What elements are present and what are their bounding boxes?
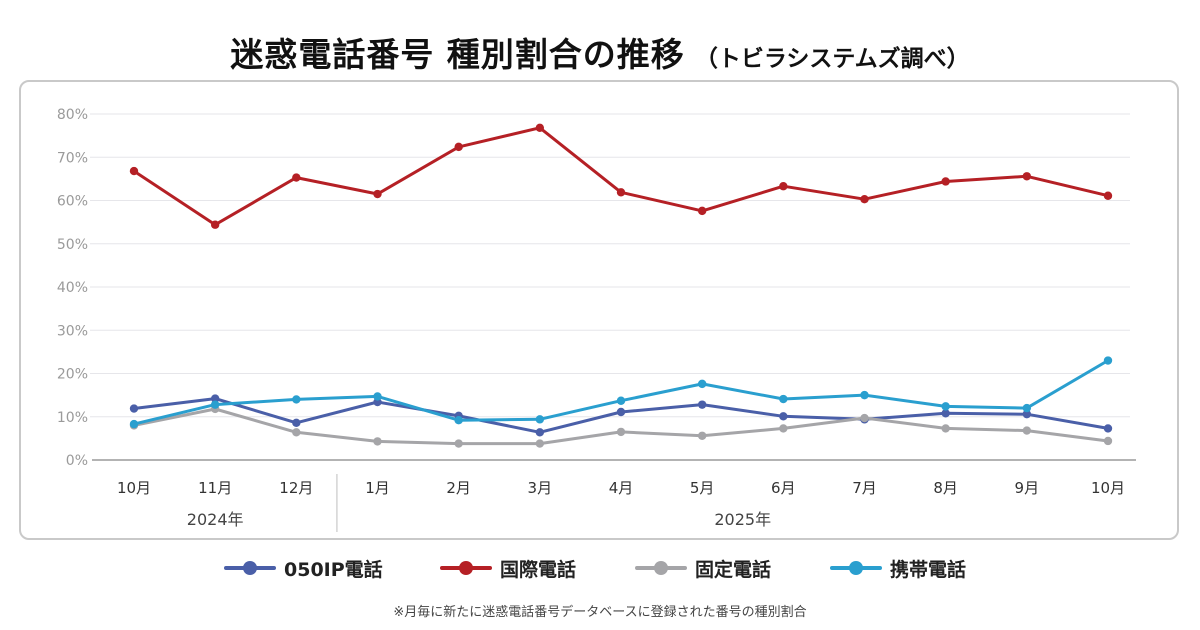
data-point-050ip-7 [697, 400, 707, 409]
data-point-mobile-8 [779, 394, 788, 404]
legend-swatch-mobile [830, 553, 882, 583]
legend-item-international: 国際電話 [440, 553, 576, 583]
data-point-landline-9 [860, 413, 869, 423]
chart-frame [19, 80, 1179, 540]
y-tick-label-20: 20% [57, 367, 88, 383]
legend-label-international: 国際電話 [500, 558, 577, 581]
data-point-050ip-0 [129, 404, 139, 413]
data-point-international-1 [210, 220, 220, 229]
footnote: ※月毎に新たに迷惑電話番号データベースに登録された番号の種別割合 [393, 605, 807, 620]
data-point-050ip-8 [779, 412, 788, 421]
legend-swatch-050ip [224, 553, 276, 583]
data-point-landline-8 [779, 424, 788, 433]
data-point-mobile-5 [535, 415, 545, 424]
data-point-landline-12 [1103, 436, 1113, 446]
data-point-international-12 [1103, 191, 1113, 200]
x-tick-label-4: 2月 [446, 479, 471, 497]
data-point-landline-4 [454, 439, 463, 448]
x-tick-label-11: 9月 [1015, 479, 1040, 497]
x-tick-label-6: 4月 [609, 479, 634, 497]
data-point-international-2 [292, 173, 301, 182]
y-tick-label-60: 60% [57, 194, 88, 210]
data-point-mobile-11 [1022, 403, 1032, 413]
data-point-050ip-5 [535, 428, 545, 437]
y-tick-label-50: 50% [57, 237, 88, 253]
y-tick-label-30: 30% [57, 323, 88, 339]
year-label-0: 2024年 [187, 510, 244, 529]
data-point-mobile-0 [129, 419, 139, 429]
data-point-050ip-12 [1103, 424, 1113, 433]
legend-swatch-landline [635, 553, 687, 583]
data-point-mobile-6 [616, 396, 626, 405]
chart-title-source: （トビラシステムズ調べ） [694, 46, 970, 72]
data-point-international-9 [860, 195, 869, 204]
y-tick-label-80: 80% [57, 107, 88, 123]
y-tick-label-70: 70% [57, 150, 88, 166]
data-point-landline-6 [616, 427, 626, 437]
legend: 050IP電話 国際電話 固定電話 携帯電話 [0, 553, 1200, 583]
data-point-international-6 [616, 188, 626, 197]
x-tick-label-5: 3月 [528, 479, 553, 497]
data-point-mobile-3 [373, 392, 382, 401]
y-tick-label-40: 40% [57, 280, 88, 296]
legend-item-landline: 固定電話 [635, 553, 771, 583]
data-point-050ip-10 [941, 409, 950, 418]
chart-title: 迷惑電話番号 種別割合の推移 （トビラシステムズ調べ） [0, 28, 1200, 76]
year-label-1: 2025年 [714, 510, 771, 529]
data-point-landline-3 [373, 437, 382, 446]
data-point-mobile-7 [697, 379, 707, 389]
data-point-international-8 [779, 182, 788, 191]
legend-label-mobile: 携帯電話 [890, 558, 967, 581]
x-tick-label-9: 7月 [852, 479, 877, 497]
data-point-landline-7 [697, 431, 707, 440]
data-point-mobile-10 [941, 402, 950, 411]
data-point-landline-11 [1022, 426, 1032, 435]
data-point-050ip-1 [210, 394, 220, 403]
data-point-international-10 [941, 177, 950, 186]
x-tick-label-0: 10月 [117, 479, 151, 497]
data-point-international-5 [535, 123, 545, 133]
x-tick-label-7: 5月 [690, 479, 715, 497]
data-point-mobile-12 [1103, 356, 1113, 365]
legend-item-mobile: 携帯電話 [830, 553, 966, 583]
legend-swatch-international [440, 553, 492, 583]
series-line-international [132, 126, 1110, 227]
data-point-international-11 [1022, 172, 1032, 181]
x-tick-label-12: 10月 [1091, 479, 1125, 497]
data-point-landline-10 [941, 424, 950, 433]
x-tick-label-8: 6月 [771, 479, 796, 497]
y-tick-label-0: 0% [66, 453, 88, 469]
data-point-mobile-9 [860, 390, 869, 400]
data-point-mobile-2 [292, 395, 301, 404]
legend-label-landline: 固定電話 [695, 558, 772, 581]
data-point-mobile-4 [454, 416, 463, 425]
legend-item-050ip: 050IP電話 [224, 553, 383, 583]
line-chart: 0% 10% 20% 30% 40% 50% 60% 70% 80% 10月 11月 12月 1月 2月 3… [57, 107, 1136, 532]
data-point-international-7 [697, 206, 707, 216]
data-point-050ip-2 [292, 418, 301, 428]
x-tick-label-2: 12月 [279, 479, 313, 497]
x-tick-label-3: 1月 [365, 479, 390, 497]
chart-title-main: 迷惑電話番号 種別割合の推移 [230, 35, 685, 74]
data-point-mobile-1 [210, 400, 220, 409]
data-point-050ip-6 [616, 407, 626, 417]
data-point-international-4 [454, 142, 463, 152]
x-tick-label-10: 8月 [933, 479, 958, 497]
legend-label-050ip: 050IP電話 [284, 558, 383, 581]
x-tick-label-1: 11月 [198, 479, 232, 497]
data-point-international-0 [129, 166, 139, 176]
data-point-international-3 [373, 189, 382, 199]
data-point-landline-2 [292, 428, 301, 437]
y-tick-label-10: 10% [57, 410, 88, 426]
data-point-050ip-11 [1022, 409, 1032, 419]
data-point-landline-5 [535, 439, 545, 448]
